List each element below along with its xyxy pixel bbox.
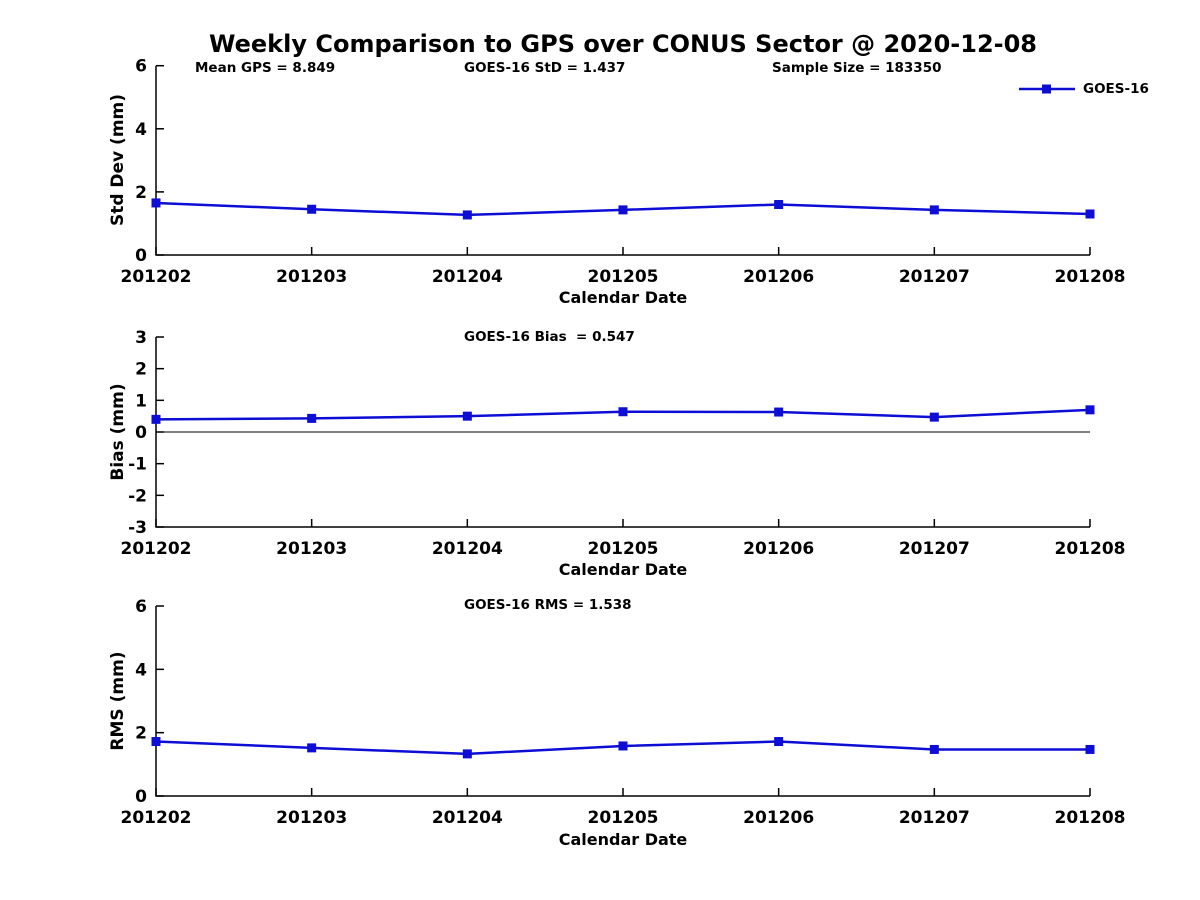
y-tick-label: 0 <box>135 423 147 443</box>
y-tick-label: 2 <box>135 724 147 744</box>
annotation-goes-bias: GOES-16 Bias = 0.547 <box>464 329 635 345</box>
data-point <box>774 737 784 747</box>
x-tick-label: 201203 <box>276 808 347 828</box>
data-point <box>307 204 317 214</box>
x-tick-label: 201208 <box>1055 267 1126 287</box>
annotation-mean-gps: Mean GPS = 8.849 <box>195 60 336 76</box>
x-tick-label: 201204 <box>432 267 503 287</box>
x-tick-label: 201203 <box>276 267 347 287</box>
y-tick-label: -3 <box>128 518 147 538</box>
x-tick-label: 201207 <box>899 267 970 287</box>
annotation-sample-size: Sample Size = 183350 <box>772 60 942 76</box>
x-tick-label: 201204 <box>432 808 503 828</box>
data-point <box>307 413 317 423</box>
figure-title: Weekly Comparison to GPS over CONUS Sect… <box>208 30 1037 58</box>
data-point <box>151 414 161 424</box>
x-axis-label-middle: Calendar Date <box>558 560 688 579</box>
axis-frame <box>155 65 1090 256</box>
data-point <box>151 198 161 208</box>
data-point <box>774 407 784 417</box>
y-tick-label: 3 <box>135 328 147 348</box>
x-tick-label: 201205 <box>588 808 659 828</box>
axis-frame <box>155 606 1090 797</box>
x-tick-label: 201204 <box>432 539 503 559</box>
y-tick-label: -2 <box>128 486 147 506</box>
data-point <box>151 737 161 747</box>
x-tick-label: 201203 <box>276 539 347 559</box>
data-point <box>462 749 472 759</box>
y-tick-label: 6 <box>135 57 147 77</box>
legend-line-marker-icon <box>1019 84 1075 93</box>
y-tick-label: 0 <box>135 246 147 266</box>
data-point <box>618 741 628 751</box>
x-tick-label: 201207 <box>899 808 970 828</box>
data-point <box>307 743 317 753</box>
data-point <box>1085 209 1095 219</box>
x-tick-label: 201206 <box>743 808 814 828</box>
x-tick-label: 201208 <box>1055 539 1126 559</box>
data-point <box>462 411 472 421</box>
x-tick-label: 201208 <box>1055 808 1126 828</box>
data-point <box>618 407 628 417</box>
x-axis-label-top: Calendar Date <box>558 288 688 307</box>
legend-label: GOES-16 <box>1083 80 1149 97</box>
x-tick-label: 201207 <box>899 539 970 559</box>
y-tick-label: 2 <box>135 183 147 203</box>
legend: GOES-16 <box>1018 80 1149 97</box>
x-tick-label: 201206 <box>743 267 814 287</box>
annotation-goes-rms: GOES-16 RMS = 1.538 <box>464 597 632 613</box>
y-tick-label: 0 <box>135 787 147 807</box>
data-point <box>462 210 472 220</box>
x-tick-label: 201202 <box>121 808 192 828</box>
data-point <box>618 205 628 215</box>
data-point <box>774 200 784 210</box>
x-axis-label-bottom: Calendar Date <box>558 830 688 849</box>
data-point <box>1085 405 1095 415</box>
y-tick-label: 4 <box>135 660 147 680</box>
y-tick-label: 1 <box>135 391 147 411</box>
x-tick-label: 201205 <box>588 267 659 287</box>
x-tick-label: 201202 <box>121 539 192 559</box>
y-tick-label: 4 <box>135 120 147 140</box>
y-tick-label: 2 <box>135 360 147 380</box>
x-tick-label: 201202 <box>121 267 192 287</box>
data-point <box>929 744 939 754</box>
x-tick-label: 201205 <box>588 539 659 559</box>
data-point <box>1085 744 1095 754</box>
y-tick-label: 6 <box>135 597 147 617</box>
y-tick-label: -1 <box>128 455 147 475</box>
data-point <box>929 205 939 215</box>
data-point <box>929 412 939 422</box>
x-tick-label: 201206 <box>743 539 814 559</box>
annotation-goes-std: GOES-16 StD = 1.437 <box>464 60 626 76</box>
